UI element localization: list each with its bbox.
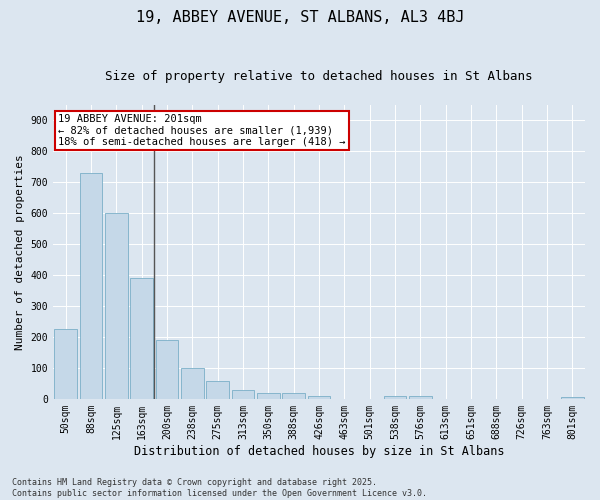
Bar xyxy=(105,214,128,399)
Bar xyxy=(383,396,406,399)
Text: 19 ABBEY AVENUE: 201sqm
← 82% of detached houses are smaller (1,939)
18% of semi: 19 ABBEY AVENUE: 201sqm ← 82% of detache… xyxy=(58,114,346,147)
Bar xyxy=(308,396,331,399)
Text: 19, ABBEY AVENUE, ST ALBANS, AL3 4BJ: 19, ABBEY AVENUE, ST ALBANS, AL3 4BJ xyxy=(136,10,464,25)
Bar xyxy=(80,173,103,399)
Bar xyxy=(155,340,178,399)
Text: Contains HM Land Registry data © Crown copyright and database right 2025.
Contai: Contains HM Land Registry data © Crown c… xyxy=(12,478,427,498)
Bar xyxy=(206,381,229,399)
Bar xyxy=(282,394,305,399)
Bar xyxy=(257,392,280,399)
Bar xyxy=(130,278,153,399)
Y-axis label: Number of detached properties: Number of detached properties xyxy=(15,154,25,350)
Bar xyxy=(561,398,584,399)
Bar xyxy=(232,390,254,399)
X-axis label: Distribution of detached houses by size in St Albans: Distribution of detached houses by size … xyxy=(134,444,504,458)
Bar xyxy=(409,396,432,399)
Title: Size of property relative to detached houses in St Albans: Size of property relative to detached ho… xyxy=(105,70,533,83)
Bar xyxy=(181,368,204,399)
Bar xyxy=(55,329,77,399)
